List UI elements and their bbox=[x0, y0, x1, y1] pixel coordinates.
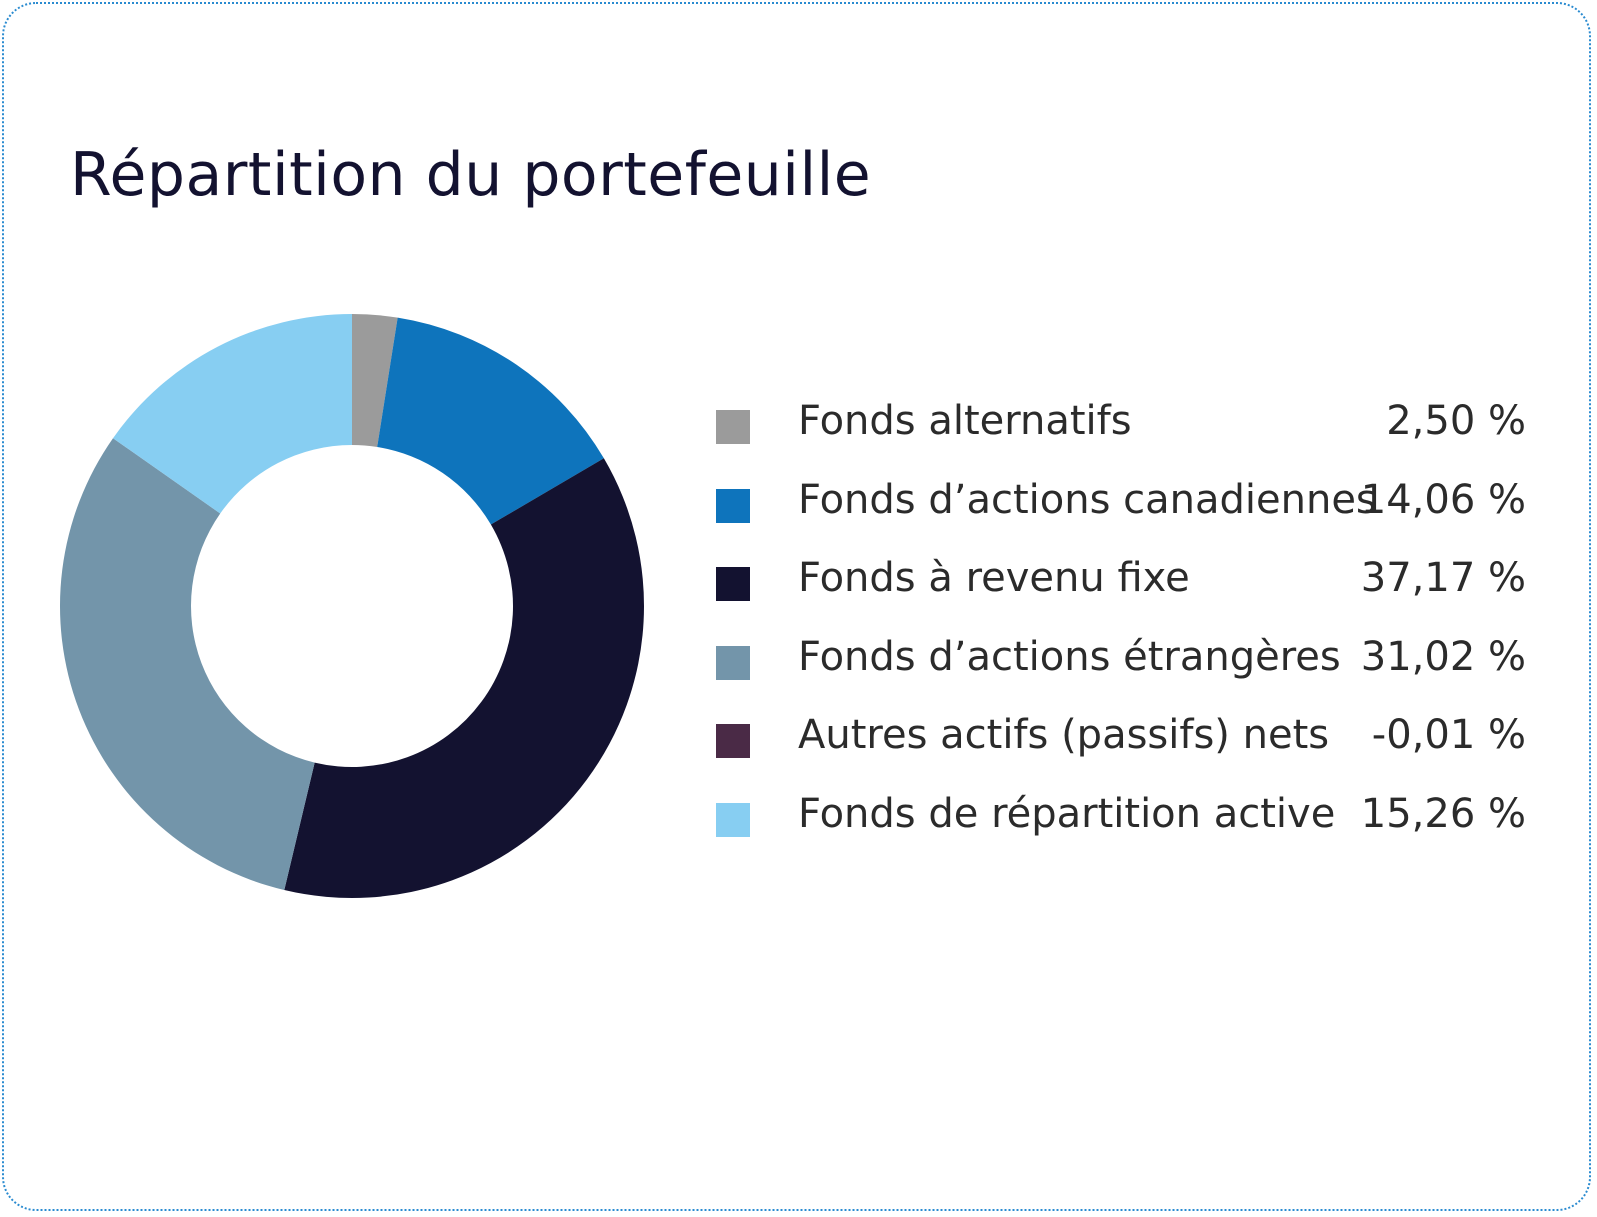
legend-swatch bbox=[716, 724, 750, 758]
donut-slice-fonds-alternatifs bbox=[352, 314, 398, 447]
legend-label: Fonds alternatifs bbox=[798, 398, 1132, 444]
legend-swatch bbox=[716, 410, 750, 444]
legend-swatch bbox=[716, 645, 750, 680]
legend-value: 31,02 % bbox=[1360, 633, 1526, 680]
legend: Fonds alternatifs 2,50 % Fonds d’actions c… bbox=[716, 394, 1526, 865]
donut-slice-fonds-a-revenu-fixe bbox=[284, 458, 644, 899]
legend-swatch bbox=[716, 802, 750, 837]
legend-item-fonds-alternatifs: Fonds alternatifs 2,50 % bbox=[716, 394, 1526, 473]
legend-swatch bbox=[716, 567, 750, 601]
legend-label: Fonds d’actions étrangères bbox=[798, 633, 1341, 680]
chart-title: Répartition du portefeuille bbox=[70, 140, 872, 210]
legend-swatch bbox=[716, 488, 750, 523]
legend-label: Fonds d’actions canadiennes bbox=[798, 476, 1377, 523]
legend-value: 37,17 % bbox=[1360, 555, 1526, 601]
donut-slice-fonds-d-actions-canadiennes bbox=[377, 317, 604, 525]
legend-value: 2,50 % bbox=[1386, 398, 1526, 444]
legend-item-fonds-d-actions-canadiennes: Fonds d’actions canadiennes 14,06 % bbox=[716, 473, 1526, 552]
legend-value: 15,26 % bbox=[1360, 790, 1526, 837]
legend-label: Fonds à revenu fixe bbox=[798, 555, 1190, 601]
legend-value: -0,01 % bbox=[1371, 712, 1526, 758]
legend-item-autres-actifs-passifs-nets: Autres actifs (passifs) nets -0,01 % bbox=[716, 708, 1526, 787]
legend-value: 14,06 % bbox=[1360, 476, 1526, 523]
donut-chart bbox=[59, 314, 644, 899]
donut-slice-fonds-de-repartition-active bbox=[113, 314, 352, 514]
legend-item-fonds-d-actions-etrangeres: Fonds d’actions étrangères 31,02 % bbox=[716, 630, 1526, 709]
legend-label: Autres actifs (passifs) nets bbox=[798, 712, 1330, 758]
legend-item-fonds-de-repartition-active: Fonds de répartition active 15,26 % bbox=[716, 787, 1526, 866]
legend-item-fonds-a-revenu-fixe: Fonds à revenu fixe 37,17 % bbox=[716, 551, 1526, 630]
donut-slice-fonds-d-actions-etrangeres bbox=[59, 438, 315, 891]
legend-label: Fonds de répartition active bbox=[798, 790, 1336, 837]
